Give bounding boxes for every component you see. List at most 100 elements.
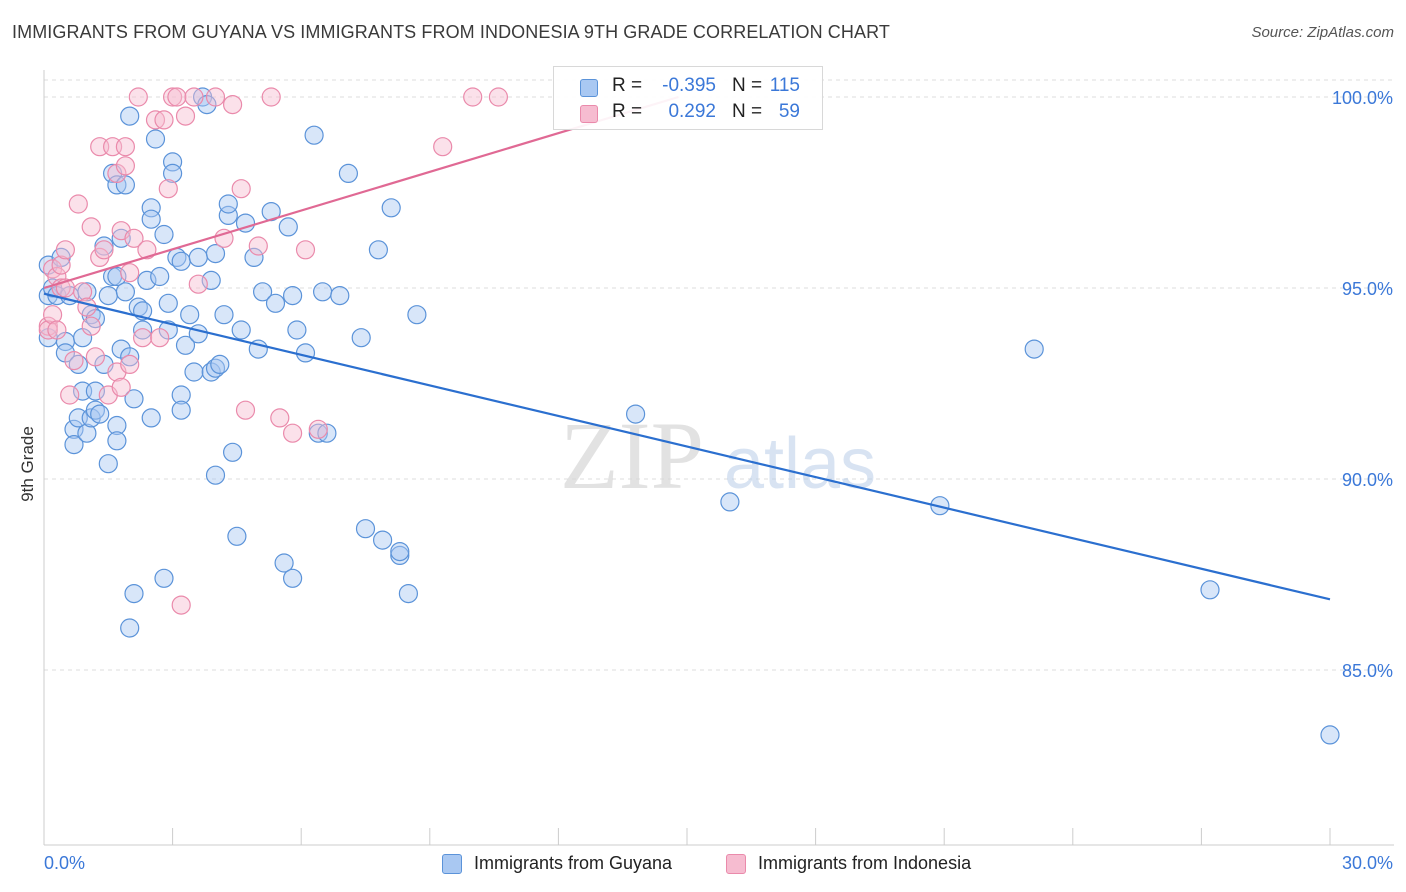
indonesia-point bbox=[184, 87, 204, 107]
guyana-point bbox=[223, 442, 243, 462]
indonesia-point bbox=[115, 156, 136, 176]
indonesia-point bbox=[42, 305, 63, 325]
indonesia-point bbox=[463, 87, 483, 107]
indonesia-point bbox=[158, 179, 178, 199]
indonesia-point bbox=[120, 354, 140, 374]
guyana-point bbox=[244, 247, 264, 267]
indonesia-point bbox=[154, 110, 174, 130]
chart-title: IMMIGRANTS FROM GUYANA VS IMMIGRANTS FRO… bbox=[12, 22, 890, 42]
legend-r-value-indonesia: 0.292 bbox=[668, 101, 716, 122]
guyana-point bbox=[141, 408, 161, 428]
indonesia-point bbox=[85, 347, 106, 367]
guyana-point bbox=[214, 305, 234, 325]
indonesia-point bbox=[214, 228, 234, 248]
guyana-point bbox=[205, 244, 226, 264]
x-tick-label-max: 30.0% bbox=[1342, 853, 1393, 873]
trend-lines bbox=[43, 95, 1331, 601]
guyana-point bbox=[188, 324, 208, 344]
guyana-point bbox=[141, 209, 161, 229]
guyana-point bbox=[338, 163, 358, 183]
guyana-point bbox=[180, 305, 200, 325]
legend-row-guyana: R = -0.395 N = 115 bbox=[554, 75, 822, 101]
y-tick-label: 100.0% bbox=[1332, 88, 1393, 108]
y-tick-label: 85.0% bbox=[1342, 661, 1393, 681]
guyana-point bbox=[265, 293, 286, 313]
guyana-point bbox=[107, 431, 127, 451]
y-axis-title: 9th Grade bbox=[18, 426, 37, 502]
guyana-point bbox=[407, 305, 427, 325]
watermark-atlas: atlas bbox=[724, 424, 876, 504]
legend-swatch-indonesia bbox=[580, 105, 598, 123]
indonesia-point bbox=[188, 274, 208, 294]
legend-n-label: N = bbox=[732, 101, 763, 122]
guyana-point bbox=[218, 194, 238, 214]
guyana-point bbox=[313, 282, 333, 302]
guyana-point bbox=[287, 320, 307, 340]
guyana-point bbox=[304, 125, 324, 145]
indonesia-point bbox=[283, 423, 303, 443]
guyana-trend-line bbox=[43, 292, 1331, 601]
indonesia-point bbox=[124, 228, 144, 248]
guyana-point bbox=[227, 526, 247, 546]
guyana-point bbox=[274, 553, 294, 573]
indonesia-point bbox=[231, 179, 251, 199]
guyana-point bbox=[107, 266, 127, 287]
indonesia-point bbox=[261, 87, 281, 107]
indonesia-point bbox=[295, 240, 316, 260]
indonesia-point bbox=[55, 240, 76, 260]
indonesia-point bbox=[81, 316, 101, 336]
guyana-point bbox=[398, 583, 418, 604]
axis-labels: 85.0% 90.0% 95.0% 100.0% 0.0% 30.0% 9th Grade bbox=[18, 88, 1393, 873]
indonesia-point bbox=[120, 263, 140, 283]
indonesia-point bbox=[60, 385, 80, 405]
guyana-point bbox=[218, 205, 238, 225]
guyana-point bbox=[133, 320, 153, 340]
grid-layer bbox=[44, 79, 1394, 671]
guyana-point bbox=[1320, 725, 1340, 745]
guyana-point bbox=[154, 568, 174, 588]
indonesia-point bbox=[205, 87, 226, 107]
guyana-point bbox=[231, 320, 251, 340]
indonesia-point bbox=[81, 217, 101, 237]
indonesia-point bbox=[51, 255, 71, 275]
guyana-point bbox=[253, 282, 273, 302]
guyana-point bbox=[90, 404, 110, 424]
guyana-point bbox=[107, 415, 127, 436]
indonesia-point bbox=[128, 87, 148, 107]
guyana-point bbox=[120, 347, 140, 367]
indonesia-point bbox=[133, 328, 153, 348]
guyana-point bbox=[351, 328, 371, 348]
y-tick-label: 95.0% bbox=[1342, 279, 1393, 299]
guyana-point bbox=[390, 541, 410, 562]
x-tick-label-min: 0.0% bbox=[44, 853, 85, 873]
guyana-point bbox=[124, 583, 144, 604]
indonesia-point bbox=[223, 94, 243, 115]
guyana-point bbox=[158, 293, 178, 313]
guyana-point bbox=[171, 400, 191, 420]
guyana-point bbox=[355, 519, 376, 539]
guyana-point bbox=[154, 224, 174, 245]
indonesia-point bbox=[150, 328, 170, 348]
series-indonesia-points bbox=[38, 87, 508, 615]
guyana-point bbox=[205, 465, 226, 485]
guyana-point bbox=[278, 217, 298, 237]
guyana-point bbox=[295, 343, 316, 363]
guyana-point bbox=[141, 198, 161, 218]
indonesia-point bbox=[175, 106, 196, 126]
bottom-legend-label-guyana: Immigrants from Guyana bbox=[474, 853, 673, 873]
guyana-point bbox=[120, 106, 140, 126]
legend-r-value-guyana: -0.395 bbox=[662, 75, 716, 96]
indonesia-point bbox=[77, 297, 97, 317]
indonesia-point bbox=[72, 282, 93, 302]
guyana-point bbox=[171, 251, 191, 271]
indonesia-point bbox=[68, 194, 88, 214]
guyana-point bbox=[77, 423, 97, 443]
guyana-point bbox=[210, 354, 230, 374]
chart-source: Source: ZipAtlas.com bbox=[1251, 24, 1394, 41]
guyana-point bbox=[98, 286, 118, 306]
indonesia-point bbox=[270, 408, 290, 428]
guyana-point bbox=[381, 198, 401, 218]
guyana-point bbox=[330, 286, 350, 306]
guyana-point bbox=[720, 492, 740, 512]
watermark: ZIP atlas bbox=[560, 402, 876, 509]
